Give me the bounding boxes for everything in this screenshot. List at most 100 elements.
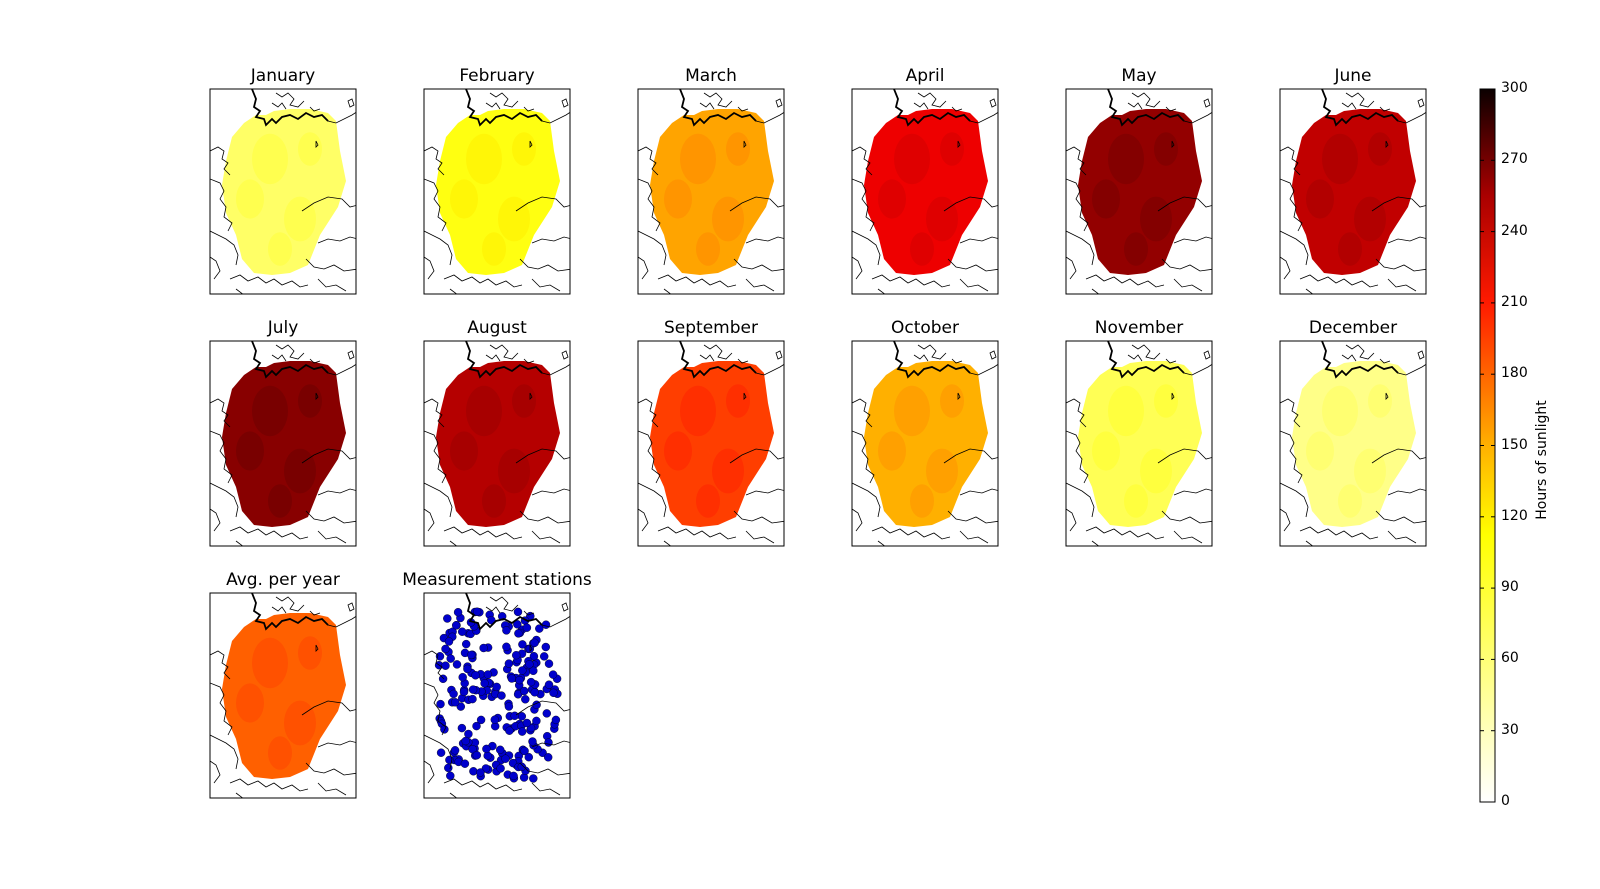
country-border bbox=[1203, 98, 1211, 108]
colorbar-tick-label: 150 bbox=[1501, 436, 1528, 453]
coastline bbox=[679, 89, 757, 127]
station-dot bbox=[452, 660, 462, 669]
country-border bbox=[531, 236, 570, 244]
sunlight-variation bbox=[252, 385, 288, 437]
country-border bbox=[745, 236, 784, 244]
country-border bbox=[1127, 102, 1143, 110]
station-dot bbox=[457, 723, 467, 733]
map-panel bbox=[637, 340, 785, 547]
country-border bbox=[309, 106, 321, 112]
sunlight-variation bbox=[910, 232, 934, 266]
country-border bbox=[699, 354, 715, 362]
sunlight-variation bbox=[726, 132, 750, 166]
station-dot bbox=[504, 659, 514, 668]
country-border bbox=[852, 178, 875, 232]
sunlight-variation bbox=[940, 132, 964, 166]
station-dot bbox=[514, 629, 523, 638]
station-dot bbox=[436, 748, 446, 757]
country-border bbox=[957, 140, 961, 148]
station-dot bbox=[469, 767, 478, 776]
country-border bbox=[271, 354, 287, 362]
country-border bbox=[1066, 398, 1087, 428]
station-dot bbox=[525, 660, 534, 669]
country-border bbox=[1085, 274, 1165, 288]
station-dot bbox=[518, 640, 527, 649]
country-border bbox=[515, 700, 570, 716]
sunlight-variation bbox=[450, 179, 478, 219]
country-border bbox=[1280, 398, 1301, 428]
country-border bbox=[210, 482, 239, 518]
station-dot bbox=[471, 671, 480, 680]
country-border bbox=[347, 98, 355, 108]
country-border bbox=[305, 258, 356, 272]
sunlight-variation bbox=[1322, 133, 1358, 185]
sunlight-variation bbox=[284, 448, 316, 494]
panel-frame bbox=[637, 340, 785, 547]
station-dot bbox=[452, 621, 461, 630]
panel-title: July bbox=[267, 318, 299, 338]
country-border bbox=[443, 274, 523, 288]
station-dot bbox=[468, 685, 478, 694]
country-border bbox=[1085, 526, 1165, 540]
country-border bbox=[1161, 510, 1212, 524]
country-border bbox=[317, 488, 356, 496]
country-border bbox=[703, 344, 733, 360]
country-border bbox=[424, 760, 435, 784]
sunlight-variation bbox=[1124, 232, 1148, 266]
sunlight-variation bbox=[268, 484, 292, 518]
panel-title: February bbox=[459, 66, 535, 86]
station-dot bbox=[529, 774, 538, 783]
country-border bbox=[315, 140, 319, 148]
station-dot bbox=[495, 745, 505, 755]
coastline bbox=[1321, 341, 1399, 379]
country-border bbox=[515, 448, 570, 464]
country-border bbox=[449, 792, 458, 798]
country-border bbox=[989, 98, 997, 108]
country-border bbox=[1385, 392, 1389, 400]
country-border bbox=[1157, 448, 1212, 464]
country-border bbox=[449, 288, 458, 294]
station-dot bbox=[513, 620, 522, 629]
sunlight-variation bbox=[252, 133, 288, 185]
station-dot bbox=[496, 764, 505, 773]
country-border bbox=[957, 392, 961, 400]
station-dot bbox=[519, 686, 529, 696]
country-border bbox=[443, 526, 523, 540]
station-dot bbox=[544, 738, 553, 747]
station-dot bbox=[464, 729, 473, 739]
sunlight-variation bbox=[1322, 385, 1358, 437]
panel-frame bbox=[209, 340, 357, 547]
country-border bbox=[317, 782, 347, 796]
station-dot bbox=[435, 652, 445, 661]
station-dot bbox=[520, 746, 529, 756]
sunlight-variation bbox=[1306, 431, 1334, 471]
sunlight-variation bbox=[1124, 484, 1148, 518]
country-border bbox=[1203, 350, 1211, 360]
sunlight-variation bbox=[298, 384, 322, 418]
panel-title: November bbox=[1094, 318, 1184, 338]
sunlight-variation bbox=[298, 636, 322, 670]
country-border bbox=[852, 398, 873, 428]
station-dot bbox=[501, 754, 510, 763]
country-border bbox=[485, 606, 501, 614]
station-dot bbox=[483, 751, 492, 760]
country-border bbox=[852, 230, 881, 266]
colorbar-tick-label: 180 bbox=[1501, 365, 1528, 382]
sunlight-variation bbox=[926, 196, 958, 242]
sunlight-variation bbox=[298, 132, 322, 166]
country-border bbox=[515, 196, 570, 212]
country-border bbox=[1341, 102, 1357, 110]
country-border bbox=[424, 178, 447, 232]
country-border bbox=[1417, 350, 1425, 360]
country-border bbox=[877, 540, 886, 546]
colorbar-tick-label: 60 bbox=[1501, 650, 1519, 667]
country-border bbox=[638, 482, 667, 518]
country-border bbox=[424, 482, 453, 518]
country-border bbox=[638, 508, 649, 532]
country-border bbox=[317, 278, 347, 292]
station-dot bbox=[511, 651, 521, 660]
country-border bbox=[1131, 344, 1161, 360]
country-border bbox=[1173, 530, 1203, 544]
sunlight-variation bbox=[664, 431, 692, 471]
country-border bbox=[733, 258, 784, 272]
